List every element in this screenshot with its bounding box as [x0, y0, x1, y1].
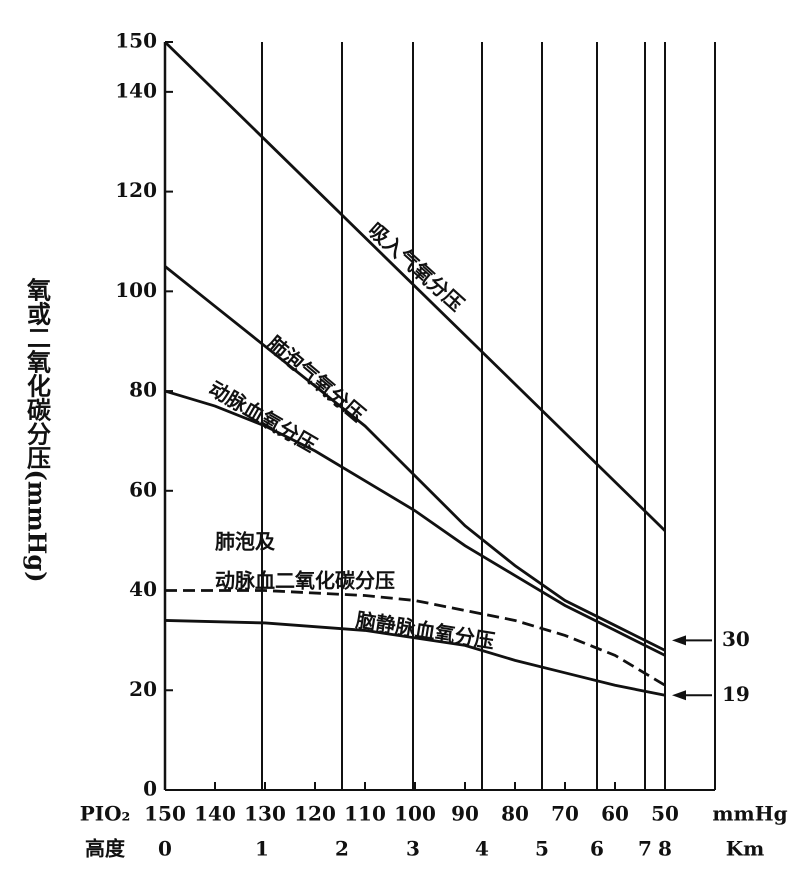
alt-tick-label: 8 [658, 837, 672, 861]
y-tick-label: 120 [115, 178, 157, 202]
data-line [164, 40, 666, 532]
arrow-head [672, 635, 686, 646]
x-tick-label: 80 [501, 802, 529, 826]
series-label: 动脉血二氧化碳分压 [215, 569, 395, 593]
y-tick-label: 100 [115, 278, 157, 302]
x-unit: mmHg [712, 802, 787, 826]
x-tick-label: 120 [294, 802, 336, 826]
alt-row-label: 高度 [85, 837, 126, 861]
x-tick-label: 60 [601, 802, 629, 826]
data-line [164, 265, 666, 652]
y-tick-label: 150 [115, 29, 157, 53]
alt-tick-label: 2 [335, 837, 349, 861]
x-tick-label: 70 [551, 802, 579, 826]
callout-label: 30 [722, 627, 750, 651]
y-tick-label: 140 [115, 78, 157, 102]
x-tick-label: 140 [194, 802, 236, 826]
series-label: 脑静脉血氧分压 [354, 608, 496, 654]
alt-tick-label: 6 [590, 837, 604, 861]
y-tick-label: 20 [129, 677, 157, 701]
x-row-label: PIO₂ [80, 802, 131, 826]
x-tick-label: 100 [394, 802, 436, 826]
x-tick-label: 130 [244, 802, 286, 826]
data-line [164, 389, 666, 657]
x-tick-label: 150 [144, 802, 186, 826]
callout-label: 19 [722, 682, 750, 706]
data-line [164, 619, 666, 697]
x-tick-label: 110 [344, 802, 386, 826]
series-label: 吸入气氧分压 [363, 218, 468, 316]
alt-tick-label: 1 [255, 837, 269, 861]
y-tick-label: 80 [129, 378, 157, 402]
data-line [165, 589, 666, 687]
y-axis-label: 氧或二氧化碳分压(mmHg) [23, 277, 52, 583]
alt-unit: Km [726, 837, 765, 861]
x-tick-label: 90 [451, 802, 479, 826]
annotation: 肺泡及 [215, 530, 276, 554]
alt-tick-label: 5 [535, 837, 549, 861]
x-tick-label: 50 [651, 802, 679, 826]
alt-tick-label: 3 [406, 837, 420, 861]
alt-tick-label: 7 [638, 837, 652, 861]
y-tick-label: 40 [129, 577, 157, 601]
alt-tick-label: 0 [158, 837, 172, 861]
y-tick-label: 60 [129, 477, 157, 501]
arrow-head [672, 690, 686, 701]
y-tick-label: 0 [143, 777, 157, 801]
alt-tick-label: 4 [475, 837, 489, 861]
